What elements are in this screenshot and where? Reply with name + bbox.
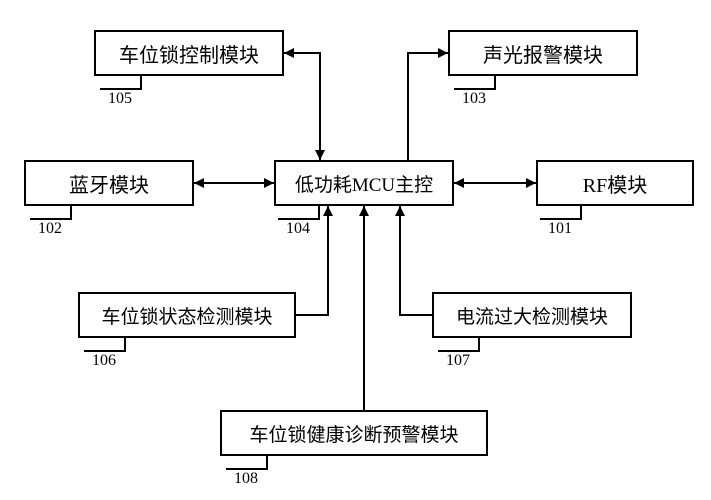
ref-line (226, 456, 268, 470)
ref-line (438, 338, 480, 352)
node-label: 车位锁状态检测模块 (101, 302, 272, 329)
node-label: 低功耗MCU主控 (295, 170, 433, 197)
ref-line (84, 338, 126, 352)
node-rf: RF模块 (536, 160, 694, 206)
node-label: 车位锁控制模块 (119, 39, 259, 68)
node-current-detect: 电流过大检测模块 (432, 292, 632, 338)
ref-line (30, 206, 72, 220)
node-mcu: 低功耗MCU主控 (274, 160, 454, 206)
node-label: 蓝牙模块 (69, 169, 149, 198)
node-label: 车位锁健康诊断预警模块 (249, 420, 458, 447)
node-bluetooth: 蓝牙模块 (24, 160, 194, 206)
ref-number: 107 (446, 352, 470, 370)
ref-number: 108 (234, 470, 258, 488)
ref-number: 105 (108, 90, 132, 108)
node-label: RF模块 (583, 169, 647, 198)
ref-number: 104 (286, 220, 310, 238)
ref-number: 103 (462, 90, 486, 108)
ref-line (100, 76, 142, 90)
ref-number: 106 (92, 352, 116, 370)
node-alarm: 声光报警模块 (448, 30, 638, 76)
ref-line (278, 206, 320, 220)
node-health-diag: 车位锁健康诊断预警模块 (220, 410, 488, 456)
node-label: 电流过大检测模块 (456, 302, 608, 329)
ref-line (454, 76, 496, 90)
diagram-canvas: 车位锁控制模块 声光报警模块 蓝牙模块 低功耗MCU主控 RF模块 车位锁状态检… (0, 0, 711, 500)
node-status-detect: 车位锁状态检测模块 (78, 292, 296, 338)
ref-line (540, 206, 582, 220)
ref-number: 101 (548, 220, 572, 238)
ref-number: 102 (38, 220, 62, 238)
node-lock-control: 车位锁控制模块 (94, 30, 284, 76)
node-label: 声光报警模块 (483, 39, 603, 68)
